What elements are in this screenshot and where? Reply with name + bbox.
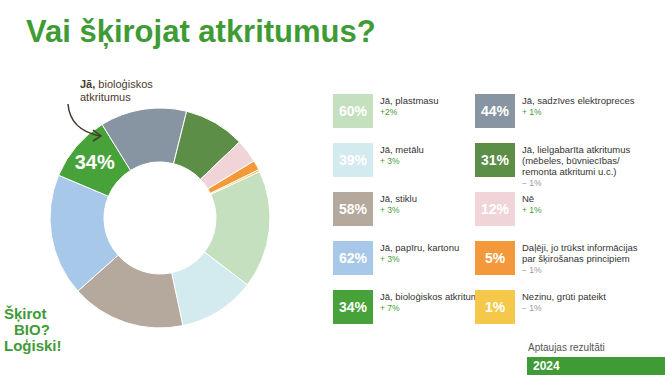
html-text:60%: 60% [339, 103, 367, 119]
html-text:Aptaujas rezultāti: Aptaujas rezultāti [528, 342, 605, 353]
html-text:Loģiski!: Loģiski! [4, 337, 62, 354]
html-text:12%: 12% [481, 201, 509, 217]
html-text:Vai šķirojat atkritumus?: Vai šķirojat atkritumus? [26, 14, 376, 49]
html-text:+ 7%: + 7% [380, 303, 400, 313]
html-text:Nē: Nē [522, 193, 535, 204]
html-text:+ 3%: + 3% [380, 205, 400, 215]
html-text:Jā, bioloģiskos: Jā, bioloģiskos [80, 78, 153, 90]
html-text:58%: 58% [339, 201, 367, 217]
html-text:+2%: +2% [380, 107, 398, 117]
html-text:Jā, sadzīves elektropreces: Jā, sadzīves elektropreces [522, 95, 635, 106]
html-text:Jā, metālu: Jā, metālu [380, 144, 424, 155]
html-text:39%: 39% [339, 152, 367, 168]
html-text:Jā, papīru, kartonu: Jā, papīru, kartonu [380, 242, 460, 253]
html-text:BIO?: BIO? [14, 321, 50, 338]
html-text:+ 3%: + 3% [380, 254, 400, 264]
html-text:1%: 1% [484, 299, 506, 315]
html-text:31%: 31% [481, 152, 509, 168]
html-text:+ 3%: + 3% [380, 156, 400, 166]
html-text:34%: 34% [339, 299, 367, 315]
html-text:Daļēji, jo trūkst informācijas: Daļēji, jo trūkst informācijas par šķiro… [522, 242, 638, 264]
html-text:Jā, lielgabarīta atkritumus (m: Jā, lielgabarīta atkritumus (mēbeles, bū… [522, 144, 631, 177]
html-text:2024: 2024 [533, 359, 560, 373]
html-text:Šķirot: Šķirot [4, 305, 47, 322]
html-text:44%: 44% [481, 103, 509, 119]
svg-text:34%: 34% [75, 151, 115, 173]
html-text:+ 1%: + 1% [522, 107, 542, 117]
html-text:+ 1%: + 1% [522, 205, 542, 215]
html-text:atkritumus: atkritumus [80, 91, 131, 103]
html-text:− 1%: − 1% [522, 265, 542, 275]
html-text:− 1%: − 1% [522, 303, 542, 313]
html-text:Jā, bioloģiskos atkritumus: Jā, bioloģiskos atkritumus [380, 291, 489, 302]
html-text:Jā, stiklu: Jā, stiklu [380, 193, 417, 204]
html-text:62%: 62% [339, 250, 367, 266]
html-text:− 1%: − 1% [522, 178, 542, 188]
html-text:Jā, plastmasu: Jā, plastmasu [380, 95, 439, 106]
html-text:5%: 5% [484, 250, 506, 266]
html-text:Nezinu, grūti pateikt: Nezinu, grūti pateikt [522, 291, 606, 302]
